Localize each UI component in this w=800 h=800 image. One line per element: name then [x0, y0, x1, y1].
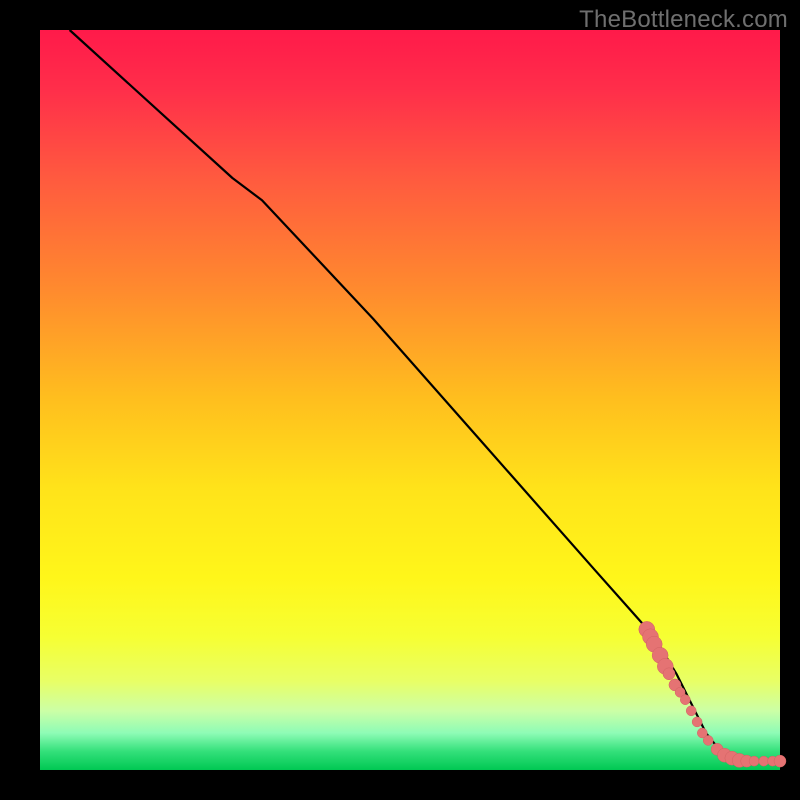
scatter-point [759, 756, 769, 766]
scatter-point [680, 695, 690, 705]
scatter-point [692, 717, 702, 727]
bottleneck-chart [0, 0, 800, 800]
plot-area [40, 30, 780, 770]
scatter-point [686, 706, 696, 716]
scatter-point [663, 668, 675, 680]
chart-container: TheBottleneck.com [0, 0, 800, 800]
scatter-point [749, 756, 759, 766]
scatter-point [703, 735, 713, 745]
scatter-point [774, 755, 786, 767]
attribution-text: TheBottleneck.com [579, 6, 788, 34]
